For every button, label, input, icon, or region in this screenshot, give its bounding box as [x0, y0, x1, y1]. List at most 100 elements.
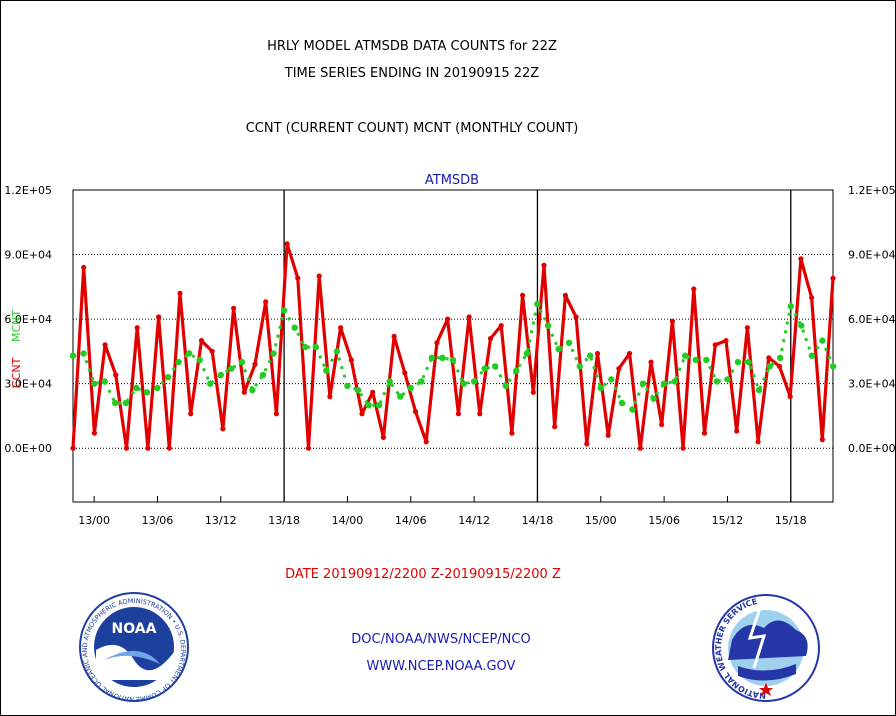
data-point-mcnt [418, 378, 425, 385]
y-left-tick-label: 9.0E+04 [4, 249, 52, 262]
data-point-mcnt [449, 356, 457, 364]
data-point-mcnt [703, 356, 710, 364]
data-point-mcnt [565, 339, 573, 346]
data-point-ccnt [787, 394, 793, 400]
data-point-mcnt [344, 382, 351, 389]
data-point-mcnt [470, 378, 478, 385]
data-point-ccnt [573, 314, 579, 320]
data-point-ccnt [263, 299, 269, 305]
data-point-ccnt [819, 437, 825, 443]
data-point-mcnt [217, 371, 224, 379]
data-point-mcnt [829, 363, 837, 370]
data-point-mcnt [397, 393, 404, 400]
url-line: WWW.NCEP.NOAA.GOV [367, 659, 516, 674]
data-point-ccnt [830, 275, 836, 281]
data-point-mcnt [175, 358, 182, 366]
data-point-mcnt [133, 384, 140, 392]
data-point-ccnt [691, 286, 697, 292]
data-point-ccnt [477, 411, 483, 417]
data-point-mcnt [713, 378, 721, 385]
y-axis-left-label: CCNT [10, 357, 23, 388]
data-point-ccnt [166, 445, 172, 451]
nws-logo: NATIONAL WEATHER SERVICE [712, 594, 820, 702]
data-point-ccnt [70, 445, 76, 451]
org-line: DOC/NOAA/NWS/NCEP/NCO [351, 632, 530, 647]
x-tick-label: 14/06 [395, 514, 427, 527]
data-point-ccnt [648, 359, 654, 365]
data-point-ccnt [434, 340, 440, 346]
data-point-mcnt [544, 322, 552, 329]
plot-area [72, 189, 834, 503]
data-point-mcnt [618, 399, 626, 407]
data-point-ccnt [798, 256, 804, 262]
data-point-ccnt [295, 275, 301, 281]
x-tick-label: 15/18 [775, 514, 807, 527]
data-point-ccnt [734, 428, 740, 434]
data-point-ccnt [273, 411, 279, 417]
y-right-tick-label: 0.0E+00 [848, 442, 896, 455]
data-point-ccnt [755, 439, 761, 445]
data-point-mcnt [671, 378, 678, 385]
data-point-ccnt [541, 262, 547, 268]
data-point-ccnt [659, 421, 665, 428]
header-line-1: HRLY MODEL ATMSDB DATA COUNTS for 22Z [267, 39, 557, 54]
data-point-mcnt [333, 348, 341, 355]
noaa-logo: NOAA NATIONAL OCEANIC AND ATMOSPHERIC AD… [0, 0, 189, 703]
data-point-mcnt [597, 384, 604, 392]
data-point-ccnt [370, 389, 376, 395]
x-tick-label: 13/00 [78, 514, 110, 527]
x-tick-label: 14/00 [332, 514, 364, 527]
data-point-ccnt [113, 372, 119, 378]
data-point-ccnt [359, 411, 365, 417]
data-point-mcnt [734, 358, 742, 366]
data-point-ccnt [809, 295, 815, 301]
data-point-mcnt [196, 356, 203, 364]
x-tick-label: 14/18 [522, 514, 554, 527]
data-point-mcnt [112, 399, 119, 407]
data-point-mcnt [481, 365, 488, 372]
data-point-ccnt [327, 394, 333, 400]
data-point-mcnt [291, 324, 298, 331]
data-point-mcnt [439, 354, 446, 361]
data-point-ccnt [412, 409, 419, 415]
data-point-mcnt [777, 354, 784, 361]
header-line-3: CCNT (CURRENT COUNT) MCNT (MONTHLY COUNT… [246, 121, 579, 136]
y-left-tick-label: 3.0E+04 [4, 378, 52, 391]
data-point-ccnt [712, 342, 718, 348]
data-point-mcnt [555, 346, 562, 353]
x-tick-label: 15/06 [648, 514, 680, 527]
date-range: DATE 20190912/2200 Z-20190915/2200 Z [285, 567, 561, 582]
x-tick-label: 14/12 [458, 514, 490, 527]
data-point-mcnt [122, 399, 129, 407]
x-tick-label: 13/06 [142, 514, 174, 527]
data-point-ccnt [102, 342, 108, 348]
data-point-ccnt [584, 441, 590, 447]
y-left-tick-label: 6.0E+04 [4, 313, 52, 326]
data-point-ccnt [284, 241, 290, 247]
data-point-ccnt [445, 316, 451, 322]
y-axis-right-ticks: 0.0E+00 3.0E+04 6.0E+04 9.0E+04 1.2E+05 [848, 184, 896, 455]
data-point-ccnt [81, 264, 87, 271]
data-point-mcnt [259, 371, 267, 379]
data-point-ccnt [669, 318, 676, 324]
data-point-ccnt [220, 426, 226, 432]
data-point-mcnt [629, 406, 636, 413]
data-point-ccnt [348, 357, 354, 363]
y-right-tick-label: 6.0E+04 [848, 313, 896, 326]
data-point-mcnt [69, 352, 77, 359]
y-axis-left-ticks: 0.0E+00 3.0E+04 6.0E+04 9.0E+04 1.2E+05 [4, 184, 52, 455]
x-tick-label: 13/18 [268, 514, 300, 527]
data-point-mcnt [238, 358, 246, 366]
data-point-mcnt [249, 386, 256, 394]
data-point-mcnt [513, 367, 520, 374]
chart-title: ATMSDB [425, 173, 479, 188]
data-point-mcnt [745, 358, 752, 366]
data-point-mcnt [587, 352, 594, 359]
y-right-tick-label: 9.0E+04 [848, 249, 896, 262]
data-point-mcnt [80, 350, 87, 357]
header-line-2: TIME SERIES ENDING IN 20190915 22Z [284, 66, 540, 81]
data-point-ccnt [466, 314, 472, 320]
data-point-ccnt [402, 370, 408, 376]
data-point-mcnt [312, 343, 319, 351]
data-point-mcnt [460, 380, 467, 387]
